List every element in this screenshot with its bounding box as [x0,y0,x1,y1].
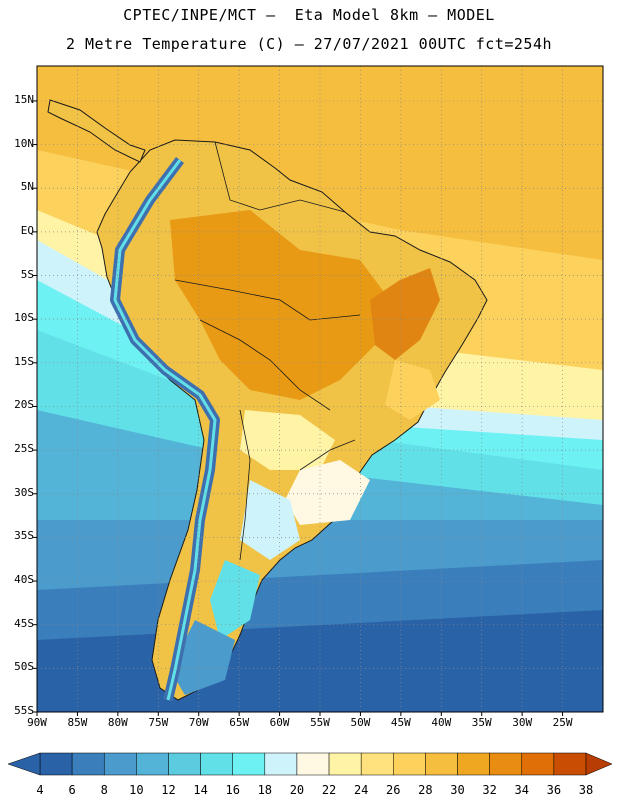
cool-pampa [285,460,370,525]
chart-title-line2: 2 Metre Temperature (C) – 27/07/2021 00U… [65,35,553,53]
colorbar-label: 36 [546,783,562,797]
lon-label: 70W [188,716,209,729]
hot-northeast [370,268,440,360]
colorbar-swatch [168,752,201,776]
colorbar-swatch [103,752,137,776]
cool-argentina [240,480,300,560]
colorbar-label: 12 [161,783,176,797]
lon-label: 80W [107,716,128,729]
lat-label: 10S [14,311,34,325]
lon-label: 75W [148,716,169,729]
colorbar-label: 32 [482,783,497,797]
lon-label: 40W [431,716,452,729]
lat-label: 25S [14,442,34,456]
colorbar-label: 34 [514,783,529,797]
country-border [199,319,331,411]
colorbar-swatch [39,752,73,776]
lat-label: 10N [14,136,34,150]
lon-label: 55W [310,716,330,729]
lat-label: 55S [14,704,34,717]
country-border [214,141,346,213]
lat-label: 5S [20,267,34,281]
colorbar-swatch [521,752,555,776]
lat-label: 30S [14,485,34,499]
warm-east [385,360,440,420]
lat-label: 20S [14,398,34,412]
colorbar-swatch [136,752,169,776]
chart-title-line1: CPTEC/INPE/MCT – Eta Model 8km – MODEL [123,6,495,24]
central-america [47,99,146,163]
colorbar-label: 14 [193,783,208,797]
lat-label: 15N [14,92,34,106]
colorbar-label: 28 [418,783,433,797]
lon-label: 25W [552,716,573,729]
colorbar-label: 4 [36,783,44,797]
colorbar-swatch [393,752,426,776]
colorbar-label: 16 [225,783,240,797]
lat-label: 35S [14,529,34,543]
cold-patagonia [210,560,260,640]
mild-south [240,410,335,470]
lon-label: 50W [350,716,371,729]
colorbar-swatch [457,752,490,776]
hot-interior [170,210,390,400]
lat-label: EQ [20,223,34,237]
colorbar-label: 30 [450,783,465,797]
country-border [239,409,251,561]
colorbar-label: 10 [129,783,144,797]
lat-label: 5N [20,180,34,194]
colorbar-swatch [328,752,362,776]
colorbar-swatch [232,752,266,776]
colorbar-swatch [360,752,394,776]
colorbar-label: 18 [257,783,273,797]
colorbar-swatch [489,752,523,776]
lon-label: 30W [512,716,533,729]
colorbar-label: 8 [100,783,108,797]
lon-label: 85W [67,716,88,729]
colorbar-swatch [296,752,330,776]
lat-label: 45S [14,616,34,630]
lat-label: 15S [14,354,34,368]
colorbar-high-arrow [585,752,613,776]
lat-label: 50S [14,660,34,674]
colorbar-label: 20 [289,783,305,797]
lon-label: 45W [390,716,411,729]
colorbar-swatch [264,752,298,776]
lat-label: 40S [14,573,34,587]
lon-label: 90W [27,716,47,729]
colorbar-label: 26 [386,783,401,797]
andes-highlight [113,159,217,701]
lon-label: 60W [269,716,290,729]
colorbar-swatch [200,752,233,776]
colorbar-label: 38 [578,783,594,797]
colorbar-swatch [71,752,105,776]
colorbar-swatch [425,752,458,776]
colorbar-label: 6 [68,783,76,797]
country-border [174,279,361,321]
colorbar-label: 22 [321,783,337,797]
colorbar-swatch [553,752,587,776]
lon-label: 35W [471,716,492,729]
colorbar-label: 24 [353,783,369,797]
colorbar-low-arrow [7,752,41,776]
lon-label: 65W [229,716,250,729]
